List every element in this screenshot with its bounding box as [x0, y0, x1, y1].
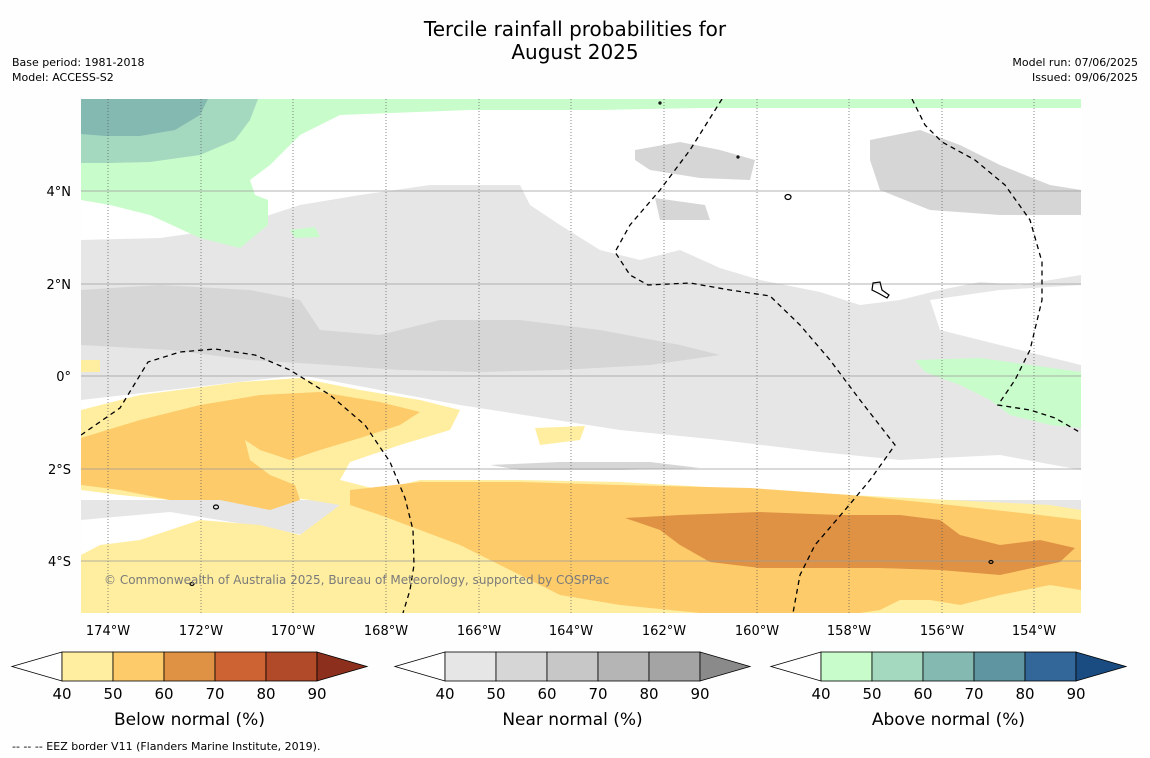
lon-label-168w: 168°W: [364, 624, 408, 639]
above-normal-colorbar-segment: [820, 651, 873, 682]
near-normal-colorbar: 40 50 60 70 80 90 Near normal (%): [393, 651, 752, 730]
above-normal-colorbar-tick: 70: [964, 685, 983, 703]
title-line-1: Tercile rainfall probabilities for: [423, 17, 727, 41]
lon-label-158w: 158°W: [827, 624, 871, 639]
near-normal-colorbar-segment: [648, 651, 701, 682]
colorbars: 40 50 60 70 80 90 Below normal (%) 40 50 60 70 80 90…: [10, 651, 1128, 730]
base-period: Base period: 1981-2018: [12, 56, 145, 69]
model-run: Model run: 07/06/2025: [1012, 56, 1138, 69]
above-normal-colorbar-tick: 90: [1066, 685, 1085, 703]
above-normal-colorbar-segment: [922, 651, 975, 682]
near-normal-colorbar-tick: 90: [690, 685, 709, 703]
lon-label-164w: 164°W: [549, 624, 593, 639]
near-normal-colorbar-tick: 40: [435, 685, 454, 703]
lon-label-170w: 170°W: [271, 624, 315, 639]
lat-label-2s: 2°S: [48, 463, 71, 478]
eez-borders: [81, 99, 1081, 613]
lon-label-160w: 160°W: [735, 624, 779, 639]
below-normal-40-patch-2: [81, 360, 100, 372]
above-normal-40-east: [915, 358, 1081, 428]
lat-label-4s: 4°S: [48, 555, 71, 570]
meta-left: Base period: 1981-2018 Model: ACCESS-S2: [12, 55, 144, 85]
below-normal-colorbar-segment: [112, 651, 165, 682]
below-normal-colorbar-tick: 60: [154, 685, 173, 703]
map-area: [81, 99, 1081, 613]
lat-label-4n: 4°N: [47, 185, 72, 200]
white-region-north: [81, 99, 1081, 305]
latitude-labels: 4°N 2°N 0° 2°S 4°S: [47, 185, 72, 570]
near-normal-colorbar-tick: 50: [486, 685, 505, 703]
map-title: Tercile rainfall probabilities for Augus…: [0, 18, 1150, 64]
below-normal-colorbar-segment: [61, 651, 114, 682]
near-normal-50-band: [81, 285, 720, 372]
near-normal-colorbar-segment: [546, 651, 599, 682]
below-normal-60-south: [625, 512, 1075, 575]
lat-label-2n: 2°N: [47, 278, 72, 293]
below-normal-colorbar: 40 50 60 70 80 90 Below normal (%): [10, 651, 369, 730]
lon-label-172w: 172°W: [179, 624, 223, 639]
below-normal-colorbar-tick: 70: [205, 685, 224, 703]
below-normal-colorbar-tick: 90: [307, 685, 326, 703]
near-normal-colorbar-tick: 60: [537, 685, 556, 703]
near-normal-colorbar-segment: [495, 651, 548, 682]
below-normal-40-patch: [535, 426, 585, 445]
above-normal-60-north: [81, 99, 208, 136]
above-normal-colorbar-segment: [1024, 651, 1077, 682]
near-normal-50-patch-3: [655, 198, 710, 220]
below-normal-colorbar-segment: [163, 651, 216, 682]
eez-footnote: -- -- -- EEZ border V11 (Flanders Marine…: [12, 740, 321, 753]
near-normal-colorbar-title: Near normal (%): [502, 710, 642, 730]
below-normal-colorbar-segment: [265, 651, 318, 682]
above-normal-40-patch: [290, 227, 320, 238]
lon-label-174w: 174°W: [86, 624, 130, 639]
meta-right: Model run: 07/06/2025 Issued: 09/06/2025: [1012, 55, 1138, 85]
model-name: Model: ACCESS-S2: [12, 71, 114, 84]
longitude-labels: 174°W 172°W 170°W 168°W 166°W 164°W 162°…: [86, 624, 1056, 639]
above-normal-colorbar: 40 50 60 70 80 90 Above normal (%): [769, 651, 1128, 730]
near-normal-colorbar-low-extension: [393, 651, 446, 682]
above-normal-colorbar-low-extension: [769, 651, 822, 682]
above-normal-colorbar-tick: 40: [811, 685, 830, 703]
latitude-gridlines: [81, 190, 1081, 562]
lon-label-154w: 154°W: [1012, 624, 1056, 639]
lat-label-0: 0°: [56, 370, 71, 385]
islands: [189, 101, 994, 587]
near-normal-colorbar-segment: [444, 651, 497, 682]
above-normal-colorbar-tick: 60: [913, 685, 932, 703]
copyright-text: © Commonwealth of Australia 2025, Bureau…: [104, 573, 609, 587]
below-normal-50-west: [81, 392, 420, 510]
white-region-east: [930, 285, 1081, 365]
near-normal-colorbar-tick: 70: [588, 685, 607, 703]
below-normal-colorbar-tick: 80: [256, 685, 275, 703]
above-normal-colorbar-tick: 50: [862, 685, 881, 703]
lon-label-166w: 166°W: [457, 624, 501, 639]
below-normal-colorbar-segment: [214, 651, 267, 682]
near-normal-50-patch-4: [490, 462, 700, 470]
above-normal-colorbar-tick: 80: [1015, 685, 1034, 703]
above-normal-colorbar-segment: [871, 651, 924, 682]
below-normal-colorbar-low-extension: [10, 651, 63, 682]
near-normal-colorbar-tick: 80: [639, 685, 658, 703]
above-normal-colorbar-high-extension: [1075, 651, 1128, 682]
title-line-2: August 2025: [511, 40, 639, 64]
near-normal-50-patch-2: [870, 130, 1081, 215]
above-normal-colorbar-segment: [973, 651, 1026, 682]
near-normal-colorbar-segment: [597, 651, 650, 682]
lon-label-162w: 162°W: [642, 624, 686, 639]
above-normal-colorbar-title: Above normal (%): [872, 710, 1025, 730]
below-normal-colorbar-high-extension: [316, 651, 369, 682]
below-normal-colorbar-tick: 50: [103, 685, 122, 703]
below-normal-colorbar-tick: 40: [52, 685, 71, 703]
near-normal-colorbar-high-extension: [699, 651, 752, 682]
near-normal-50-patch-1: [635, 142, 755, 180]
lon-label-156w: 156°W: [920, 624, 964, 639]
issued-date: Issued: 09/06/2025: [1031, 71, 1138, 84]
below-normal-colorbar-title: Below normal (%): [114, 710, 265, 730]
